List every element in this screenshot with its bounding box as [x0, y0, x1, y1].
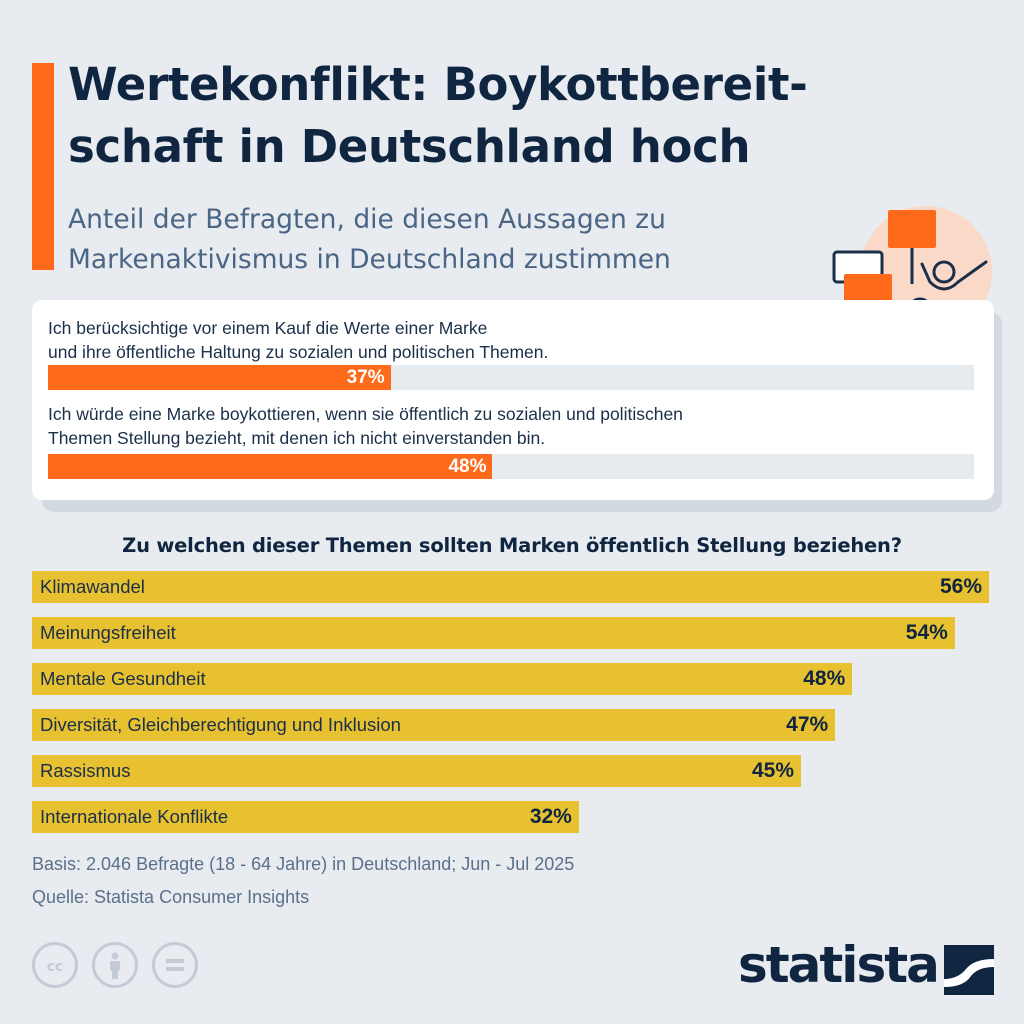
statement-1-line-2: und ihre öffentliche Haltung zu sozialen… — [48, 342, 549, 362]
accent-bar — [32, 63, 54, 270]
statement-1-bar: 37% — [48, 365, 391, 390]
subtitle-line-1: Anteil der Befragten, die diesen Aussage… — [68, 204, 666, 235]
topic-label: Internationale Konflikte — [40, 806, 229, 827]
statement-1-value: 37% — [346, 367, 385, 388]
page-subtitle: Anteil der Befragten, die diesen Aussage… — [68, 200, 828, 280]
statista-logo-mark-icon — [944, 945, 994, 995]
topics-question: Zu welchen dieser Themen sollten Marken … — [122, 534, 902, 557]
topic-bar: Rassismus 45% — [32, 755, 802, 787]
title-line-1: Wertekonflikt: Boykottbereit- — [68, 58, 808, 111]
topic-value: 47% — [786, 713, 829, 736]
source-note: Quelle: Statista Consumer Insights — [32, 887, 310, 907]
subtitle-line-2: Markenaktivismus in Deutschland zustimme… — [68, 244, 671, 275]
statement-1-track: 37% — [48, 365, 974, 390]
statement-1-text: Ich berücksichtige vor einem Kauf die We… — [48, 316, 548, 364]
topic-value: 45% — [751, 759, 795, 782]
topic-value: 48% — [803, 667, 846, 690]
topic-bar: Mentale Gesundheit 48% — [32, 663, 853, 695]
page-title: Wertekonflikt: Boykottbereit- schaft in … — [68, 54, 968, 178]
topic-label: Diversität, Gleichberechtigung und Inklu… — [40, 714, 401, 735]
statista-logo: statista — [738, 933, 994, 997]
topic-bar: Internationale Konflikte 32% — [32, 801, 579, 833]
topic-label: Rassismus — [40, 760, 131, 781]
topic-label: Klimawandel — [40, 576, 145, 597]
topic-bar: Meinungsfreiheit 54% — [32, 617, 955, 649]
statement-1-line-1: Ich berücksichtige vor einem Kauf die We… — [48, 318, 488, 338]
statement-2-line-2: Themen Stellung bezieht, mit denen ich n… — [48, 428, 546, 448]
statista-logo-text: statista — [738, 936, 940, 994]
svg-text:cc: cc — [47, 959, 64, 975]
topic-label: Mentale Gesundheit — [40, 668, 206, 689]
topic-bar: Diversität, Gleichberechtigung und Inklu… — [32, 709, 836, 741]
no-derivatives-icon — [152, 942, 198, 988]
title-line-2: schaft in Deutschland hoch — [68, 120, 751, 173]
statement-2-text: Ich würde eine Marke boykottieren, wenn … — [48, 402, 683, 450]
cc-icon: cc — [32, 942, 78, 988]
topic-bar: Klimawandel 56% — [32, 571, 989, 603]
topic-value: 56% — [939, 575, 982, 598]
statement-2-value: 48% — [448, 456, 487, 477]
topic-label: Meinungsfreiheit — [40, 622, 176, 643]
attribution-icon — [92, 942, 138, 988]
basis-note: Basis: 2.046 Befragte (18 - 64 Jahre) in… — [32, 854, 575, 874]
topic-value: 54% — [905, 621, 948, 644]
topic-value: 32% — [529, 805, 572, 828]
statement-2-bar: 48% — [48, 454, 493, 479]
statement-2-line-1: Ich würde eine Marke boykottieren, wenn … — [48, 404, 683, 424]
statement-2-track: 48% — [48, 454, 974, 479]
